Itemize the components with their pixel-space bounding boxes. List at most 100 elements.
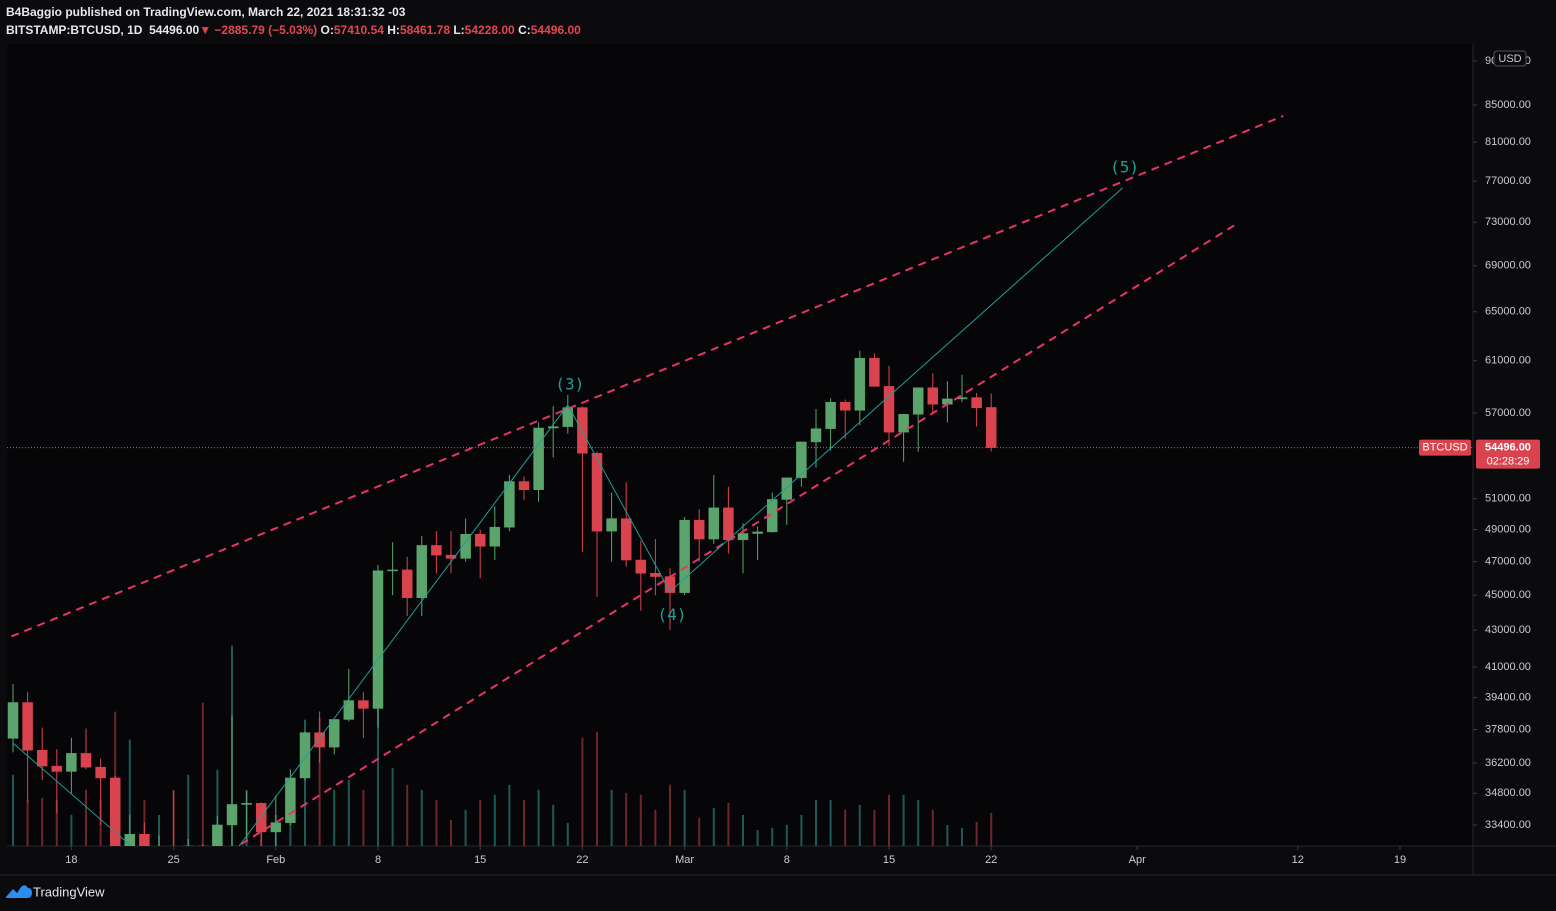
x-tick-label: 22	[576, 854, 588, 866]
volume-bar	[318, 717, 321, 846]
y-tick-label: 49000.00	[1485, 523, 1531, 535]
wave-line	[12, 742, 131, 846]
price-tag-label: 54496.00	[1485, 442, 1531, 454]
candle-body	[445, 554, 457, 559]
y-tick-label: 77000.00	[1485, 175, 1531, 187]
volume-bar	[975, 821, 978, 846]
volume-bar	[552, 804, 555, 846]
wave-label: (4)	[658, 605, 687, 624]
volume-bar	[347, 779, 350, 846]
x-tick-label: 15	[883, 854, 895, 866]
volume-bar	[493, 794, 496, 846]
volume-bar	[333, 789, 336, 846]
candle-body	[51, 765, 63, 772]
volume-bar	[41, 797, 44, 846]
candle-body	[650, 572, 661, 577]
candle-body	[591, 452, 603, 532]
volume-bar	[596, 731, 598, 846]
candle-body	[372, 570, 384, 709]
volume-bar	[800, 814, 803, 846]
volume-bar	[12, 774, 14, 846]
change: −2885.79 (−5.03%)	[214, 23, 318, 37]
candle-body	[197, 845, 209, 846]
ohlc-key: C:	[518, 23, 531, 37]
candle-body	[737, 533, 749, 541]
currency-badge	[1493, 50, 1527, 67]
volume-bar	[406, 784, 409, 846]
y-tick-label: 69000.00	[1485, 260, 1531, 272]
countdown: 02:28:29	[1487, 456, 1530, 468]
candle-body	[416, 545, 428, 599]
y-tick-label: 51000.00	[1485, 493, 1531, 505]
plot-area	[7, 44, 1473, 846]
volume-bar	[523, 799, 525, 846]
candle-body	[358, 700, 369, 709]
candle-body	[533, 427, 544, 490]
candle-body	[912, 387, 924, 415]
volume-bar	[654, 809, 657, 846]
candle-body	[7, 702, 19, 739]
change-arrow: ▼	[199, 23, 212, 37]
candle-body	[80, 753, 92, 768]
wave-label: (5)	[1110, 157, 1139, 176]
volume-bar	[917, 799, 920, 846]
volume-bar	[581, 737, 584, 846]
brand: TradingView	[33, 884, 105, 899]
wave-line	[238, 187, 1123, 846]
candle-body	[898, 414, 909, 433]
volume-bar	[508, 784, 511, 846]
trend-line	[7, 115, 1284, 640]
candle-body	[36, 749, 48, 767]
candle-body	[314, 732, 325, 748]
candle-body	[635, 559, 647, 574]
x-tick-label: 22	[985, 854, 997, 866]
x-tick-label: 8	[784, 854, 790, 866]
volume-bar	[698, 817, 701, 846]
volume-bar	[537, 789, 540, 846]
candle-body	[270, 822, 282, 833]
volume-bar	[683, 789, 686, 846]
x-tick-label: 19	[1394, 854, 1406, 866]
candle-body	[66, 753, 77, 772]
candle-body	[810, 428, 822, 443]
volume-bar	[727, 802, 730, 846]
volume-bar	[304, 719, 306, 846]
candle-body	[109, 777, 121, 846]
volume-bar	[362, 789, 365, 846]
candle-body	[387, 569, 398, 572]
ohlc-value: 58461.78	[399, 23, 450, 37]
volume-bar	[566, 822, 569, 846]
volume-bar	[756, 829, 759, 846]
candle-body	[343, 700, 355, 720]
candle-body	[124, 833, 136, 846]
candle-body	[474, 534, 486, 547]
volume-bar	[55, 799, 58, 846]
y-tick-label: 47000.00	[1485, 556, 1531, 568]
volume-bar	[464, 809, 467, 846]
publisher: B4Baggio published on TradingView.com, M…	[6, 5, 406, 19]
candle-body	[883, 386, 895, 433]
symbol: BITSTAMP:BTCUSD, 1D	[6, 23, 143, 37]
x-tick-label: 15	[474, 854, 486, 866]
candle-body	[606, 518, 617, 532]
candle-body	[401, 569, 413, 599]
candle-body	[169, 851, 179, 852]
volume-bar	[479, 799, 482, 846]
x-tick-label: Mar	[675, 854, 694, 866]
last-price: 54496.00	[149, 23, 200, 37]
y-tick-label: 37800.00	[1485, 723, 1531, 735]
ohlc-value: 54496.00	[530, 23, 581, 37]
volume-bar	[420, 789, 423, 846]
candle-body	[796, 441, 807, 479]
y-tick-label: 36200.00	[1485, 757, 1531, 769]
symbol-line: BITSTAMP:BTCUSD, 1D 54496.00▼ −2885.79 (…	[6, 23, 581, 37]
x-tick-label: Feb	[266, 854, 285, 866]
candle-body	[22, 702, 33, 751]
volume-bar	[70, 814, 73, 846]
candle-body	[562, 407, 574, 427]
volume-bar	[961, 827, 963, 846]
wave-label: (3)	[555, 375, 584, 394]
volume-bar	[450, 819, 452, 846]
candle-body	[547, 426, 559, 429]
